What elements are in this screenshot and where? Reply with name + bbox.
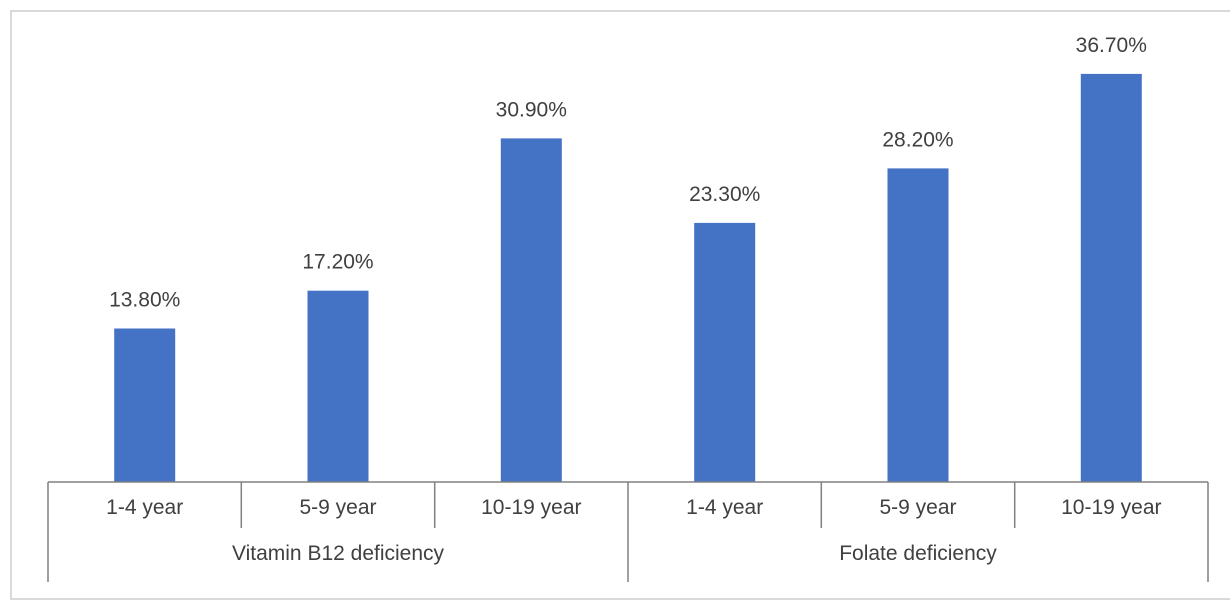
bar-folate-1 [694, 222, 756, 482]
data-labels: 13.80% 17.20% 30.90% 23.30% 28.20% 36.70% [109, 34, 1147, 312]
x-group-label: Folate deficiency [839, 542, 997, 565]
data-label: 23.30% [689, 183, 760, 206]
data-label: 28.20% [882, 128, 953, 151]
x-tick-label: 1-4 year [106, 496, 183, 519]
bar-chart: 13.80% 17.20% 30.90% 23.30% 28.20% 36.70% 1-4… [47, 34, 1209, 582]
x-tick-label: 1-4 year [686, 496, 763, 519]
x-group-label: Vitamin B12 deficiency [232, 542, 445, 565]
x-tick-label: 5-9 year [299, 496, 376, 519]
chart-frame [10, 10, 1230, 600]
bar-b12-2 [307, 290, 369, 482]
x-tick-label: 10-19 year [481, 496, 581, 519]
data-label: 36.70% [1076, 34, 1147, 57]
bar-folate-3 [1080, 73, 1142, 483]
x-tick-label: 10-19 year [1061, 496, 1161, 519]
data-label: 30.90% [496, 98, 567, 121]
x-axis: 1-4 year 5-9 year 10-19 year 1-4 year 5-9 ye… [47, 481, 1209, 582]
bars [114, 73, 1142, 483]
data-label: 17.20% [302, 251, 373, 274]
data-label: 13.80% [109, 289, 180, 312]
bar-b12-1 [114, 328, 176, 482]
bar-folate-2 [887, 168, 949, 482]
x-tick-label: 5-9 year [879, 496, 956, 519]
bar-b12-3 [500, 138, 562, 482]
